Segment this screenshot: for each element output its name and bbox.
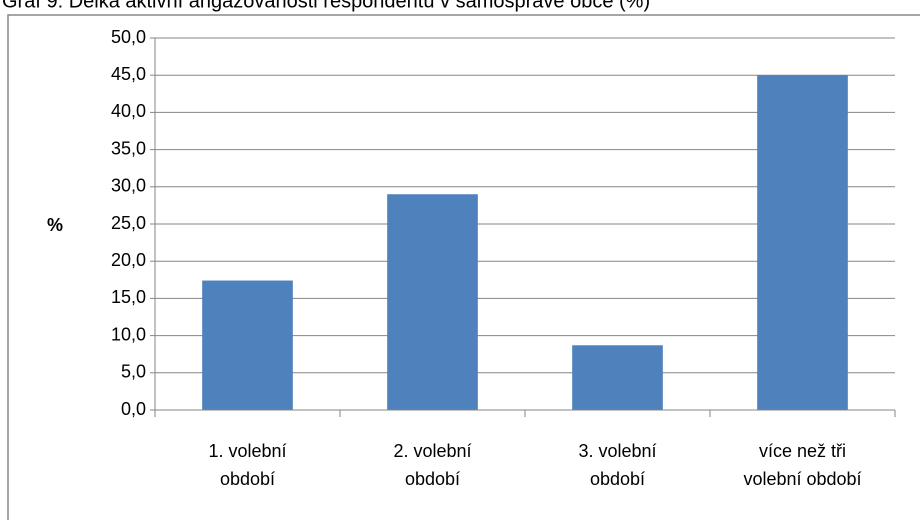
y-tick-label: 10,0 xyxy=(111,324,146,344)
y-tick-label: 40,0 xyxy=(111,101,146,121)
chart-title: Graf 9: Délka aktivní angažovanosti resp… xyxy=(2,0,650,12)
x-tick-label: 2. volební období xyxy=(393,441,472,489)
bar xyxy=(572,345,663,410)
x-tick-label: 1. volební období xyxy=(208,441,287,489)
y-tick-label: 35,0 xyxy=(111,138,146,158)
y-tick-label: 15,0 xyxy=(111,287,146,307)
bar xyxy=(202,280,293,410)
y-tick-label: 5,0 xyxy=(121,362,146,382)
bar xyxy=(757,75,848,410)
chart-border xyxy=(7,14,920,520)
bar xyxy=(387,194,478,410)
x-tick-label: 3. volební období xyxy=(578,441,657,489)
y-tick-label: 30,0 xyxy=(111,176,146,196)
y-axis-label: % xyxy=(47,215,63,235)
y-tick-label: 0,0 xyxy=(121,399,146,419)
x-tick-label: více než tři volební období xyxy=(743,441,862,489)
y-tick-label: 45,0 xyxy=(111,64,146,84)
y-tick-label: 50,0 xyxy=(111,27,146,47)
y-tick-label: 25,0 xyxy=(111,213,146,233)
y-tick-label: 20,0 xyxy=(111,250,146,270)
